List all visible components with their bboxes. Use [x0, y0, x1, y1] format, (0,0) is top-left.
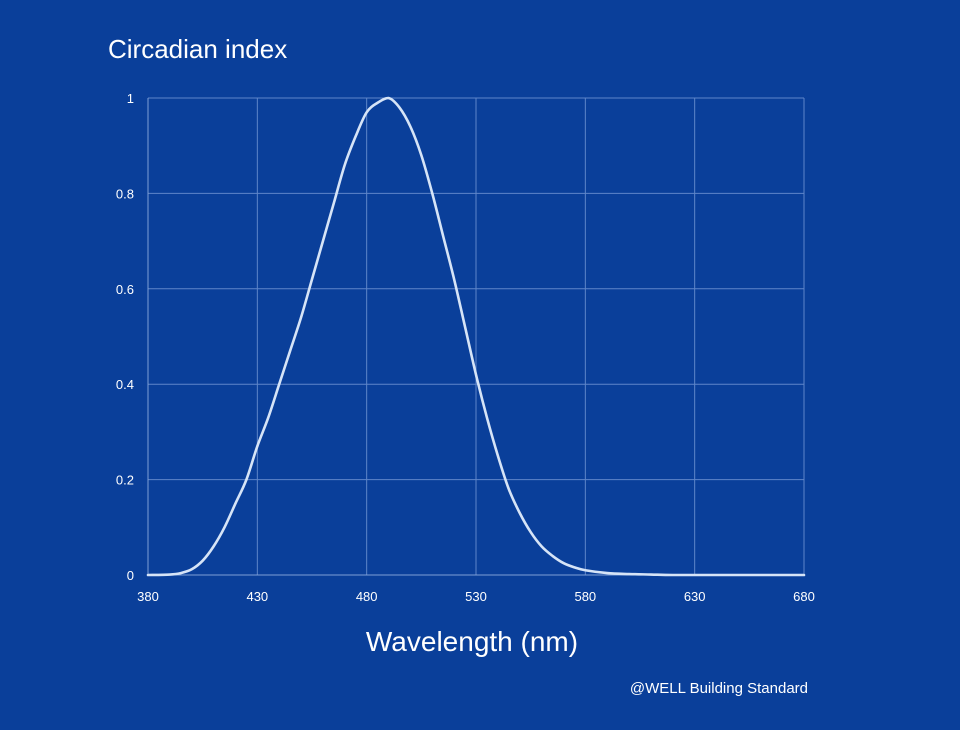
x-tick-label: 430: [246, 589, 268, 604]
x-tick-label: 530: [465, 589, 487, 604]
x-axis-label: Wavelength (nm): [366, 626, 578, 657]
source-credit: @WELL Building Standard: [630, 680, 808, 697]
y-tick-label: 0.6: [116, 282, 134, 297]
y-tick-label: 0.8: [116, 186, 134, 201]
y-tick-label: 0.2: [116, 473, 134, 488]
y-tick-label: 1: [127, 91, 134, 106]
x-tick-label: 630: [684, 589, 706, 604]
x-tick-label: 680: [793, 589, 815, 604]
series-layer: [146, 96, 806, 577]
x-tick-label: 480: [356, 589, 378, 604]
chart-title: Circadian index: [108, 34, 287, 64]
x-tick-label: 580: [574, 589, 596, 604]
series-line-0: [146, 96, 806, 577]
y-tick-label: 0.4: [116, 377, 134, 392]
y-tick-label: 0: [127, 568, 134, 583]
x-tick-label: 380: [137, 589, 159, 604]
grid: [148, 97, 805, 575]
tick-labels: 380 430 480 530 580 630 680 0 0.2 0.4 0.6 0.8 1: [116, 91, 815, 604]
